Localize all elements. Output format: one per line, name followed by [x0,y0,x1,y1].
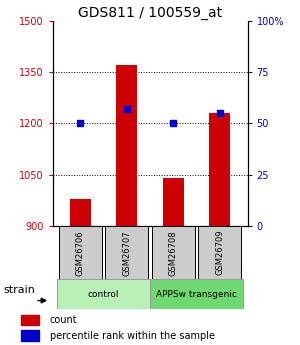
Bar [105,226,148,279]
Bar [150,279,243,309]
Bar [163,178,184,226]
Point [78,121,83,126]
Bar [116,65,137,226]
Text: GSM26706: GSM26706 [76,230,85,276]
Bar [59,226,102,279]
Bar [57,279,150,309]
Point [217,110,222,116]
Text: strain: strain [3,285,35,295]
Point [171,121,176,126]
Bar [152,226,195,279]
Text: percentile rank within the sample: percentile rank within the sample [50,331,215,341]
Bar [21,330,39,341]
Text: GSM26707: GSM26707 [122,230,131,276]
Text: count: count [50,315,77,325]
Point [124,106,129,112]
Text: GSM26709: GSM26709 [215,230,224,275]
Bar [21,315,39,325]
Bar [198,226,241,279]
Text: control: control [88,289,119,299]
Bar [209,113,230,226]
Bar [70,199,91,226]
Text: GSM26708: GSM26708 [169,230,178,276]
Text: APPSw transgenic: APPSw transgenic [156,289,237,299]
Title: GDS811 / 100559_at: GDS811 / 100559_at [78,6,222,20]
